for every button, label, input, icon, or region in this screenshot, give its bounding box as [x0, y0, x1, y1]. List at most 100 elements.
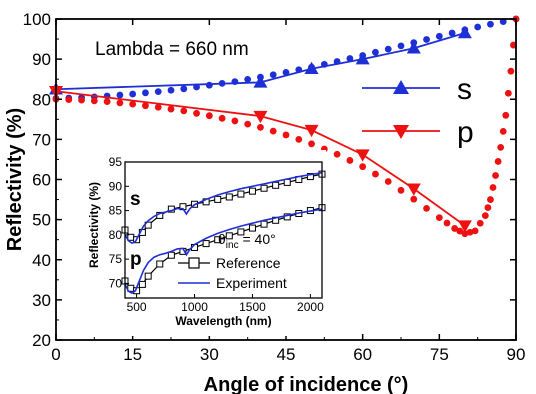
inset-marker-s: [225, 193, 233, 201]
theory-point: [90, 97, 98, 105]
y-tick-label: 70: [32, 130, 51, 149]
theory-point: [397, 186, 405, 194]
inset-x-tick-label: 1000: [181, 300, 208, 314]
y-tick-label: 50: [32, 211, 51, 230]
theory-point: [167, 105, 175, 113]
theory-point: [474, 23, 482, 31]
theory-point: [193, 109, 200, 117]
theory-point: [484, 204, 492, 211]
theory-point: [494, 158, 502, 165]
inset-x-tick-label: 1500: [239, 300, 266, 314]
inset-y-tick-label: 80: [109, 228, 123, 242]
series-line-p: [55, 90, 466, 227]
inset-marker-s: [214, 195, 222, 203]
data-point-s: [253, 75, 268, 88]
inset-marker-p: [248, 224, 256, 232]
theory-point: [295, 135, 303, 143]
theory-point: [423, 36, 430, 43]
inset-marker-p: [156, 260, 164, 268]
theory-point: [499, 127, 507, 135]
inset-marker-s: [283, 178, 291, 186]
x-tick-label: 60: [353, 345, 372, 364]
theory-point: [180, 107, 188, 115]
data-point-p: [355, 149, 370, 162]
inset-legend-label-experiment: Experiment: [216, 275, 287, 291]
inset-x-tick-label: 500: [127, 300, 147, 314]
theory-point: [451, 225, 459, 232]
data-point-s: [406, 41, 421, 54]
inset-marker-p: [167, 251, 175, 259]
theory-point: [456, 227, 464, 235]
theory-point: [397, 42, 405, 50]
theory-point: [142, 102, 149, 110]
inset-marker-s: [248, 187, 256, 195]
theory-point: [346, 157, 354, 164]
theory-point: [78, 96, 85, 104]
theory-point: [257, 123, 264, 131]
theory-point: [129, 100, 137, 108]
theory-point: [269, 127, 277, 135]
inset-marker-p: [144, 272, 152, 280]
inset-y-axis-title: Reflectivity (%): [87, 182, 101, 268]
inset-marker-p: [138, 280, 146, 288]
x-tick-label: 45: [277, 345, 296, 364]
y-tick-label: 90: [32, 50, 51, 69]
theory-point: [116, 91, 124, 99]
inset-legend-label-reference: Reference: [216, 255, 281, 271]
inset-legend-marker-reference: [188, 257, 200, 269]
theory-point: [154, 103, 162, 111]
data-point-s: [355, 52, 370, 65]
legend-marker-s: [393, 80, 409, 94]
theory-point: [333, 150, 341, 158]
inset-curve-label-p: p: [130, 249, 142, 270]
theory-point: [507, 67, 515, 75]
main-plot: 0 15 30 45 60 75 90 20 30 40 50 60 70 80 90 100 Angle of…: [4, 10, 525, 394]
theory-point: [167, 86, 175, 94]
theory-point: [487, 196, 494, 203]
y-tick-label: 80: [32, 90, 51, 109]
theory-point: [205, 112, 213, 120]
theory-point: [384, 178, 392, 185]
inset-marker-p: [225, 232, 233, 240]
theory-point: [471, 227, 479, 235]
x-axis-title: Angle of incidence (°): [204, 374, 409, 394]
inset-marker-p: [260, 220, 268, 228]
theory-point: [244, 75, 252, 83]
theory-point: [435, 214, 443, 222]
legend-marker-p: [393, 125, 409, 139]
inset-x-tick-label: 2000: [297, 300, 324, 314]
x-tick-label: 75: [430, 345, 449, 364]
theory-point: [410, 195, 418, 203]
wavelength-annotation: Lambda = 660 nm: [95, 39, 249, 60]
theory-point: [154, 88, 162, 96]
theory-point: [308, 140, 315, 148]
theory-point: [499, 18, 507, 26]
y-axis-title: Reflectivity (%): [4, 108, 26, 251]
theory-point: [346, 55, 354, 62]
theory-point: [497, 144, 505, 151]
theory-point: [129, 90, 137, 98]
theory-point: [489, 184, 497, 191]
inset-y-tick-label: 90: [109, 179, 123, 193]
inset-marker-p: [283, 213, 291, 221]
inset-marker-s: [237, 190, 245, 198]
theory-point: [423, 204, 430, 212]
inset-marker-p: [214, 236, 222, 244]
y-tick-label: 60: [32, 171, 51, 190]
theory-point: [476, 219, 484, 227]
theory-point: [443, 219, 451, 227]
data-point-s: [304, 61, 319, 75]
data-point-p: [406, 183, 421, 196]
inset-marker-p: [237, 228, 245, 236]
theory-point: [384, 45, 392, 53]
y-tick-label: 40: [32, 251, 51, 270]
y-tick-label: 100: [23, 10, 51, 29]
theory-point: [504, 89, 512, 97]
data-point-p: [457, 220, 472, 233]
theory-point: [282, 68, 290, 76]
theory-point: [65, 96, 73, 104]
theory-point: [487, 20, 494, 28]
x-tick-label: 15: [123, 345, 142, 364]
theory-point: [448, 29, 456, 37]
data-point-p: [304, 124, 319, 138]
